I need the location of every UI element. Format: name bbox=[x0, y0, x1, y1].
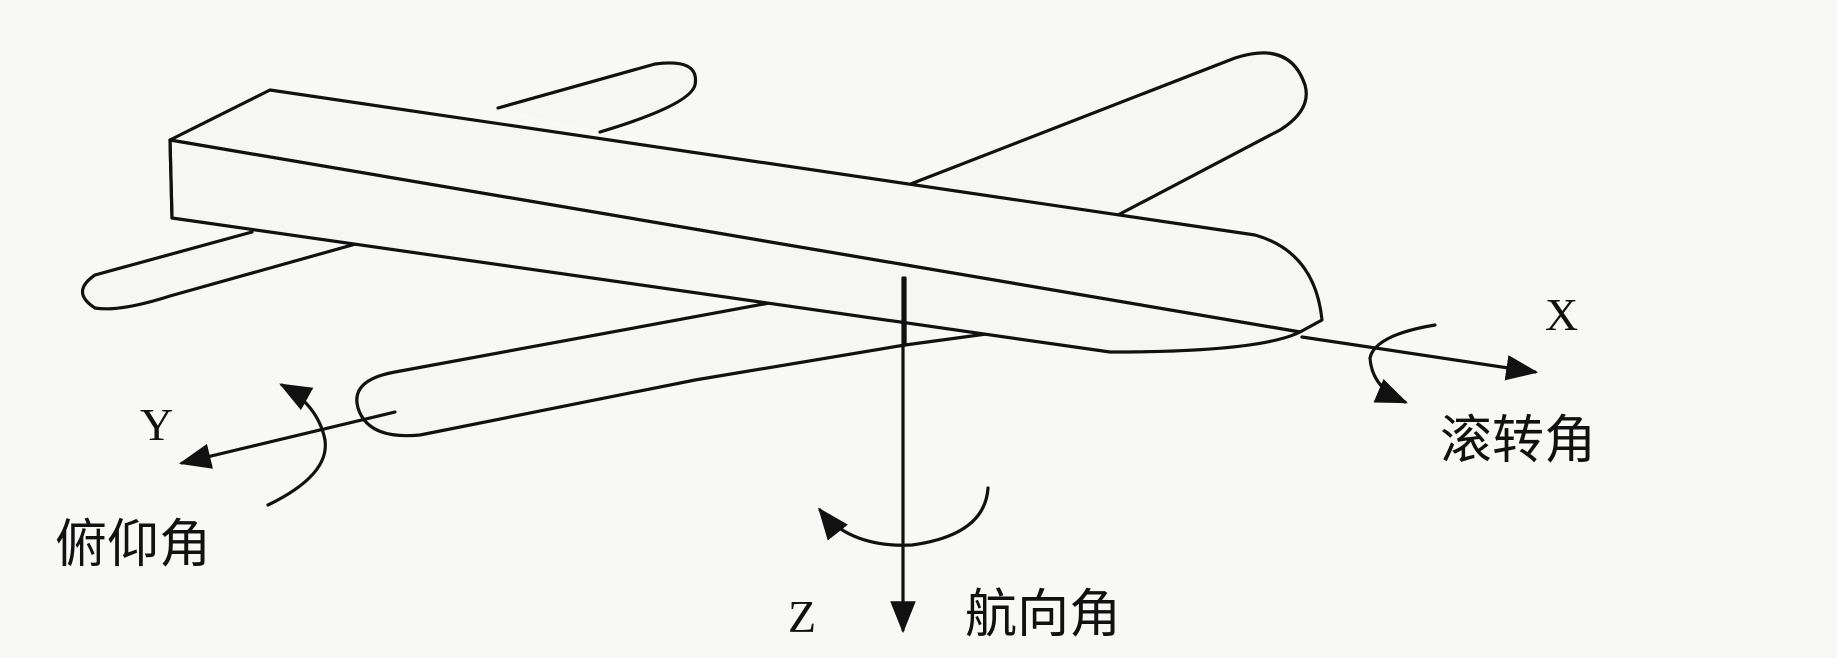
main-wing bbox=[355, 51, 1308, 438]
x-axis-line bbox=[1300, 335, 1539, 381]
y-axis-letter: Y bbox=[140, 399, 173, 450]
pitch-rotation-arrow bbox=[266, 383, 327, 507]
roll-angle-label: 滚转角 bbox=[1440, 411, 1596, 471]
fuselage bbox=[168, 88, 1324, 354]
yaw-rotation-arrow bbox=[818, 486, 990, 547]
pitch-angle-label: 俯仰角 bbox=[55, 515, 211, 575]
yaw-angle-label: 航向角 bbox=[965, 585, 1121, 645]
horizontal-tail bbox=[80, 61, 698, 311]
x-axis-letter: X bbox=[1545, 289, 1578, 340]
z-axis-letter: Z bbox=[788, 591, 816, 642]
y-axis-line bbox=[178, 410, 397, 469]
roll-rotation-arrow bbox=[1368, 323, 1437, 404]
axes bbox=[178, 276, 1539, 634]
